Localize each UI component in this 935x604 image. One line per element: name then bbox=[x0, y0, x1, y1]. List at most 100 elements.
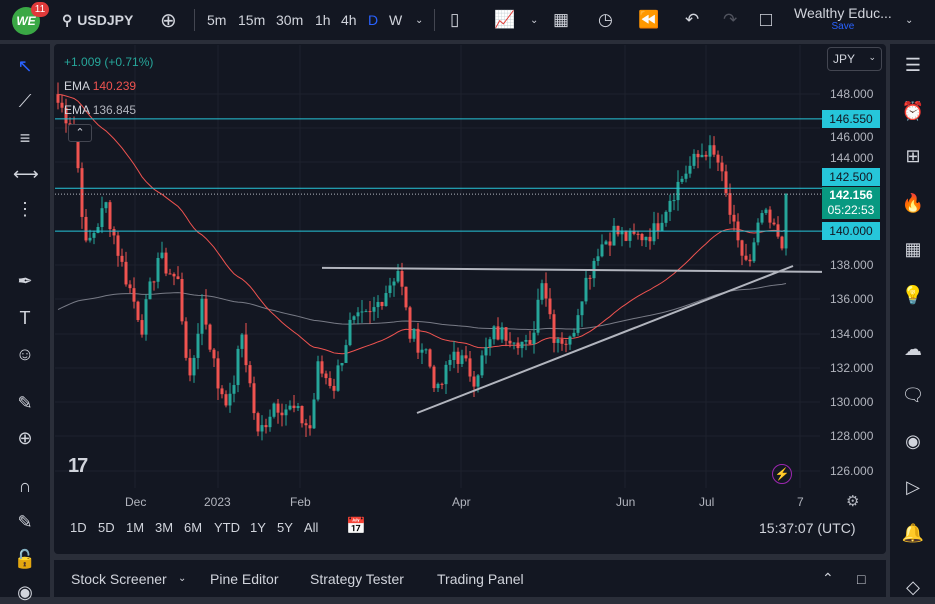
candle-body bbox=[308, 425, 312, 429]
price-tick: 128.000 bbox=[830, 429, 874, 443]
candle-body bbox=[740, 240, 744, 256]
candle-body bbox=[404, 286, 408, 308]
candle-body bbox=[352, 316, 356, 320]
candle-body bbox=[180, 279, 184, 322]
ruler-icon[interactable]: ✎ bbox=[17, 393, 33, 413]
currency-select[interactable]: JPY ⌄ bbox=[827, 47, 882, 71]
indicators-icon[interactable]: 📈 bbox=[494, 10, 516, 29]
ideas-lightbulb-icon[interactable]: 💡 bbox=[901, 285, 925, 305]
candle-body bbox=[532, 332, 536, 345]
chat-icon[interactable]: 🗨 bbox=[901, 385, 925, 405]
candle-body bbox=[536, 299, 540, 333]
zoom-icon[interactable]: ⊕ bbox=[17, 428, 33, 448]
collapse-legend-button[interactable]: ⌃ bbox=[68, 124, 92, 142]
range-1D[interactable]: 1D bbox=[70, 520, 87, 535]
candle-body bbox=[256, 413, 260, 432]
alert-clock-icon[interactable]: ◷ bbox=[598, 10, 613, 29]
chevron-down-icon[interactable]: ⌄ bbox=[530, 14, 539, 26]
candle-body bbox=[220, 388, 224, 395]
tab-pine-editor[interactable]: Pine Editor bbox=[210, 570, 279, 587]
settings-gear-icon[interactable]: ⚙ bbox=[846, 493, 860, 510]
candle-body bbox=[416, 328, 420, 353]
emoji-icon[interactable]: ☺ bbox=[15, 344, 35, 364]
tradingview-logo[interactable]: 17 bbox=[68, 455, 88, 477]
candles-icon[interactable]: ▯ bbox=[450, 10, 460, 29]
fib-icon[interactable]: ≡ bbox=[19, 128, 31, 148]
range-1Y[interactable]: 1Y bbox=[250, 520, 266, 535]
text-icon[interactable]: T bbox=[19, 308, 31, 328]
candle-body bbox=[528, 340, 532, 345]
candle-body bbox=[340, 362, 344, 366]
lock-drawings-icon[interactable]: ✎ bbox=[17, 512, 33, 532]
candle-body bbox=[216, 358, 220, 389]
calendar-icon[interactable]: ▦ bbox=[904, 239, 922, 259]
maximize-icon[interactable]: □ bbox=[857, 570, 866, 587]
tf-15m[interactable]: 15m bbox=[238, 12, 266, 28]
symbol-search[interactable]: ⚲ USDJPY bbox=[62, 11, 134, 29]
compare-add-icon[interactable]: ⊕ bbox=[160, 9, 177, 32]
tab-stock-screener[interactable]: Stock Screener bbox=[71, 570, 167, 587]
streams-icon[interactable]: ☁ bbox=[904, 339, 922, 359]
brush-icon[interactable]: ✒ bbox=[17, 271, 33, 291]
tf-D[interactable]: D bbox=[368, 12, 379, 28]
tf-5m[interactable]: 5m bbox=[207, 12, 227, 28]
range-5D[interactable]: 5D bbox=[98, 520, 115, 535]
tf-30m[interactable]: 30m bbox=[276, 12, 304, 28]
watchlist-icon[interactable]: ☰ bbox=[904, 55, 922, 75]
time-tick: Apr bbox=[452, 495, 471, 509]
cursor-icon[interactable]: ↖ bbox=[17, 56, 33, 76]
range-3M[interactable]: 3M bbox=[155, 520, 174, 535]
candle-body bbox=[76, 129, 80, 169]
chevron-down-icon[interactable]: ⌄ bbox=[178, 573, 187, 584]
magnet-icon[interactable]: ∩ bbox=[18, 476, 32, 496]
candle-body bbox=[368, 311, 372, 313]
candle-body bbox=[120, 255, 124, 262]
candle-body bbox=[628, 230, 632, 241]
candle-body bbox=[92, 232, 96, 238]
forecast-icon[interactable]: ⋮ bbox=[16, 199, 34, 219]
tab-trading-panel[interactable]: Trading Panel bbox=[437, 570, 524, 587]
pattern-icon[interactable]: ⟷ bbox=[13, 164, 39, 184]
candle-body bbox=[84, 216, 88, 241]
chevron-down-icon[interactable]: ⌄ bbox=[415, 14, 424, 26]
candle-body bbox=[264, 425, 268, 428]
replay-icon[interactable]: ⏪ bbox=[638, 10, 660, 29]
range-YTD[interactable]: YTD bbox=[214, 520, 240, 535]
range-1M[interactable]: 1M bbox=[126, 520, 145, 535]
candle-body bbox=[60, 102, 64, 108]
fullscreen-icon[interactable]: □ bbox=[760, 8, 773, 31]
redo-icon[interactable]: ↷ bbox=[723, 10, 738, 29]
clock[interactable]: 15:37:07 (UTC) bbox=[759, 520, 856, 536]
goto-date-icon[interactable]: 📅 bbox=[346, 518, 366, 535]
lock-icon[interactable]: 🔓 bbox=[13, 549, 37, 569]
notifications-bell-icon[interactable]: 🔔 bbox=[901, 523, 925, 543]
tf-W[interactable]: W bbox=[389, 12, 403, 28]
range-5Y[interactable]: 5Y bbox=[277, 520, 293, 535]
candle-body bbox=[568, 336, 572, 345]
candle-body bbox=[260, 425, 264, 432]
layout-icon[interactable]: ▦ bbox=[553, 10, 570, 29]
range-All[interactable]: All bbox=[304, 520, 319, 535]
trendline-icon[interactable]: ⟋ bbox=[18, 91, 32, 111]
tf-4h[interactable]: 4h bbox=[341, 12, 357, 28]
chevron-up-icon[interactable]: ⌃ bbox=[822, 570, 834, 586]
signal-icon[interactable]: ◉ bbox=[905, 431, 921, 451]
lightning-icon[interactable]: ⚡ bbox=[772, 464, 792, 484]
diamond-icon[interactable]: ◇ bbox=[906, 577, 920, 597]
tf-1h[interactable]: 1h bbox=[315, 12, 331, 28]
undo-icon[interactable]: ↶ bbox=[685, 10, 700, 29]
replay-play-icon[interactable]: ▷ bbox=[906, 477, 920, 497]
layout-name[interactable]: Wealthy Educ... Save bbox=[794, 5, 892, 32]
candle-body bbox=[184, 321, 188, 358]
candle-body bbox=[168, 273, 172, 275]
candle-body bbox=[444, 364, 448, 385]
add-list-icon[interactable]: ⊞ bbox=[905, 146, 921, 166]
range-6M[interactable]: 6M bbox=[184, 520, 203, 535]
candle-body bbox=[276, 403, 280, 413]
hotlist-fire-icon[interactable]: 🔥 bbox=[901, 193, 925, 213]
alarm-clock-icon[interactable]: ⏰ bbox=[901, 101, 925, 121]
candle-body bbox=[348, 319, 352, 346]
chevron-down-icon[interactable]: ⌄ bbox=[905, 14, 914, 26]
tab-strategy-tester[interactable]: Strategy Tester bbox=[310, 570, 404, 587]
